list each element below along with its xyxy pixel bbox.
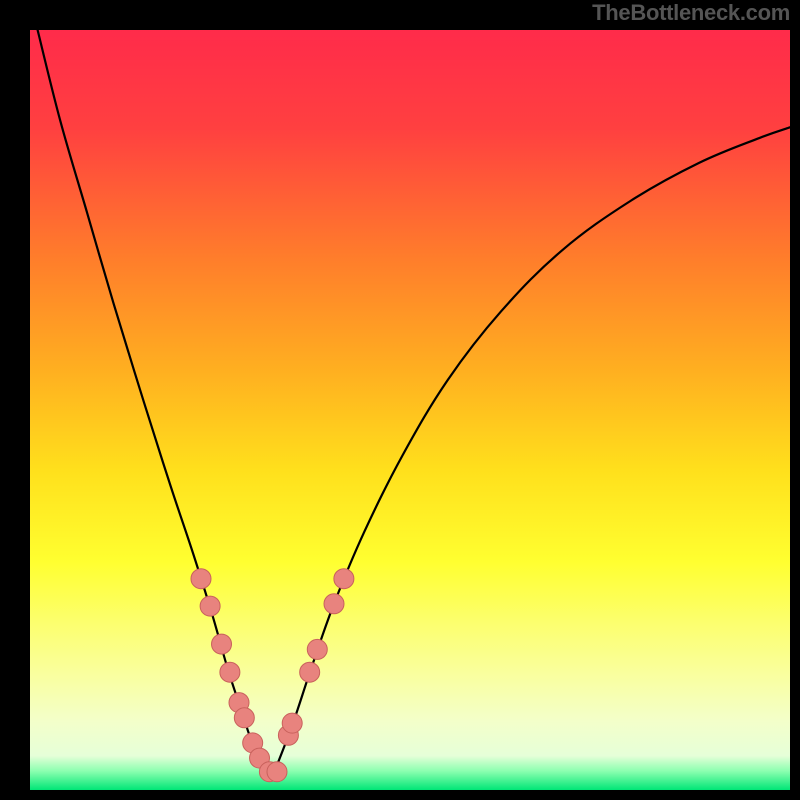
data-marker bbox=[300, 662, 320, 682]
data-marker bbox=[200, 596, 220, 616]
data-marker bbox=[307, 639, 327, 659]
bottleneck-chart bbox=[0, 0, 800, 800]
data-marker bbox=[267, 762, 287, 782]
data-marker bbox=[324, 594, 344, 614]
data-marker bbox=[282, 713, 302, 733]
data-marker bbox=[191, 569, 211, 589]
data-marker bbox=[334, 569, 354, 589]
data-marker bbox=[212, 634, 232, 654]
watermark-text: TheBottleneck.com bbox=[592, 0, 790, 26]
data-marker bbox=[234, 708, 254, 728]
data-marker bbox=[220, 662, 240, 682]
